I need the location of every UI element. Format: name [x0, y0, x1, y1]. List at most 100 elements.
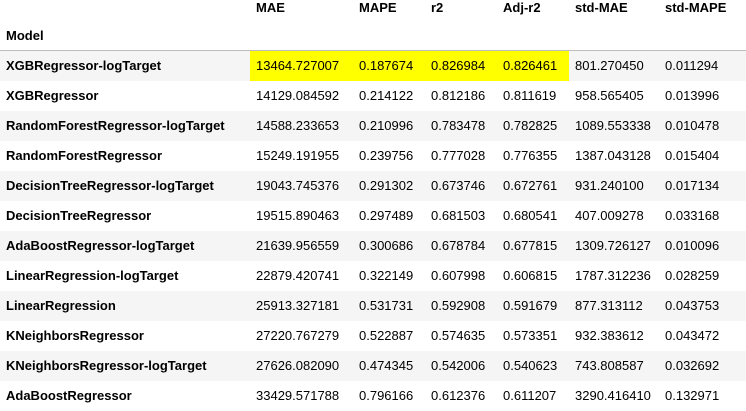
column-header-mape: MAPE [359, 0, 397, 15]
table-cell: 0.043753 [665, 298, 720, 313]
table-cell: 0.028259 [665, 268, 720, 283]
table-cell: 0.322149 [359, 268, 414, 283]
table-cell: 0.043472 [665, 328, 720, 343]
table-cell: 1387.043128 [575, 148, 651, 163]
table-cell: 0.540623 [503, 358, 558, 373]
table-row: DecisionTreeRegressor-logTarget 19043.745… [0, 170, 746, 201]
table-cell: 0.776355 [503, 148, 558, 163]
table-row: AdaBoostRegressor 33429.571788 0.796166 0.6… [0, 380, 746, 411]
table-cell: 0.672761 [503, 178, 558, 193]
table-cell: 15249.191955 [256, 148, 340, 163]
table-cell: 0.017134 [665, 178, 720, 193]
row-label-model: XGBRegressor-logTarget [6, 58, 162, 74]
table-cell: 801.270450 [575, 58, 644, 74]
table-cell: 0.673746 [431, 178, 486, 193]
table-row: DecisionTreeRegressor 19515.890463 0.29748… [0, 200, 746, 231]
table-row: RandomForestRegressor-logTarget 14588.233… [0, 110, 746, 141]
table-cell: 19515.890463 [256, 208, 340, 223]
table-cell: 0.010096 [665, 238, 720, 253]
column-header-r2: r2 [431, 0, 444, 15]
table-cell: 0.300686 [359, 238, 414, 253]
column-header-std-mae: std-MAE [575, 0, 628, 15]
table-cell: 0.796166 [359, 388, 414, 403]
row-label-model: DecisionTreeRegressor [6, 208, 152, 223]
index-name-label: Model [0, 20, 250, 51]
table-cell: 0.811619 [503, 88, 557, 103]
table-cell: 0.782825 [503, 118, 558, 133]
table-cell: 0.812186 [431, 88, 486, 103]
table-cell: 0.680541 [503, 208, 558, 223]
table-cell: 0.573351 [503, 328, 558, 343]
table-cell: 743.808587 [575, 358, 644, 373]
table-cell: 21639.956559 [256, 238, 340, 253]
table-cell: 0.574635 [431, 328, 486, 343]
table-cell: 0.591679 [503, 298, 558, 313]
row-label-model: LinearRegression-logTarget [6, 268, 179, 283]
table-cell: 0.592908 [431, 298, 486, 313]
table-cell: 0.291302 [359, 178, 414, 193]
table-cell: 0.239756 [359, 148, 414, 163]
table-cell: 22879.420741 [256, 268, 340, 283]
table-row: RandomForestRegressor 15249.191955 0.23975… [0, 140, 746, 171]
column-header-row: MAE MAPE r2 Adj-r2 std-MAE std-MAPE [0, 0, 746, 20]
table-cell: 0.678784 [431, 238, 486, 253]
table-cell: 0.542006 [431, 358, 486, 373]
column-header-mae: MAE [256, 0, 285, 15]
row-label-model: XGBRegressor [6, 88, 99, 103]
table-cell: 0.777028 [431, 148, 486, 163]
table-cell: 0.132971 [665, 388, 720, 403]
table-cell: 0.531731 [359, 298, 414, 313]
table-cell: 0.522887 [359, 328, 414, 343]
table-cell: 0.612376 [431, 388, 486, 403]
table-cell: 1089.553338 [575, 118, 651, 133]
index-name-row: Model [0, 20, 746, 51]
table-cell: 0.611207 [503, 388, 557, 403]
table-row: XGBRegressor 14129.084592 0.214122 0.812186… [0, 80, 746, 111]
table-cell: 0.214122 [359, 88, 414, 103]
table-cell: 19043.745376 [256, 178, 340, 193]
table-body: XGBRegressor-logTarget 13464.727007 0.1876… [0, 50, 746, 411]
row-label-model: AdaBoostRegressor [6, 388, 132, 403]
table-cell: 0.826461 [497, 50, 569, 81]
table-cell: 932.383612 [575, 328, 644, 343]
table-cell: 1309.726127 [575, 238, 651, 253]
table-row: AdaBoostRegressor-logTarget 21639.956559 0… [0, 230, 746, 261]
table-cell: 13464.727007 [250, 50, 353, 81]
table-row: LinearRegression-logTarget 22879.420741 0.… [0, 260, 746, 291]
corner-blank-cell [0, 0, 250, 20]
table-cell: 931.240100 [575, 178, 644, 193]
table-cell: 1787.312236 [575, 268, 651, 283]
table-cell: 27626.082090 [256, 358, 340, 373]
table-cell: 0.677815 [503, 238, 558, 253]
row-label-model: KNeighborsRegressor-logTarget [6, 358, 207, 373]
table-cell: 0.606815 [503, 268, 558, 283]
table-cell: 407.009278 [575, 208, 644, 223]
table-cell: 27220.767279 [256, 328, 340, 343]
table-cell: 0.607998 [431, 268, 486, 283]
row-label-model: RandomForestRegressor [6, 148, 163, 163]
table-cell: 3290.416410 [575, 388, 651, 403]
table-cell: 0.032692 [665, 358, 720, 373]
table-cell: 0.210996 [359, 118, 414, 133]
table-cell: 0.013996 [665, 88, 720, 103]
table-cell: 14588.233653 [256, 118, 340, 133]
table-cell: 0.826984 [425, 50, 497, 81]
table-row: XGBRegressor-logTarget 13464.727007 0.1876… [0, 50, 746, 81]
row-label-model: DecisionTreeRegressor-logTarget [6, 178, 214, 193]
table-row: KNeighborsRegressor-logTarget 27626.08209… [0, 350, 746, 381]
table-cell: 0.015404 [665, 148, 720, 163]
column-header-adj-r2: Adj-r2 [503, 0, 541, 15]
table-cell: 0.010478 [665, 118, 720, 133]
table-cell: 0.297489 [359, 208, 414, 223]
row-label-model: KNeighborsRegressor [6, 328, 144, 343]
table-cell: 33429.571788 [256, 388, 340, 403]
column-header-std-mape: std-MAPE [665, 0, 727, 15]
table-row: KNeighborsRegressor 27220.767279 0.522887 0… [0, 320, 746, 351]
row-label-model: LinearRegression [6, 298, 116, 313]
table-row: LinearRegression 25913.327181 0.531731 0.59… [0, 290, 746, 321]
table-cell: 0.011294 [665, 58, 719, 74]
table-cell: 958.565405 [575, 88, 644, 103]
table-cell: 25913.327181 [256, 298, 340, 313]
table-cell: 14129.084592 [256, 88, 340, 103]
